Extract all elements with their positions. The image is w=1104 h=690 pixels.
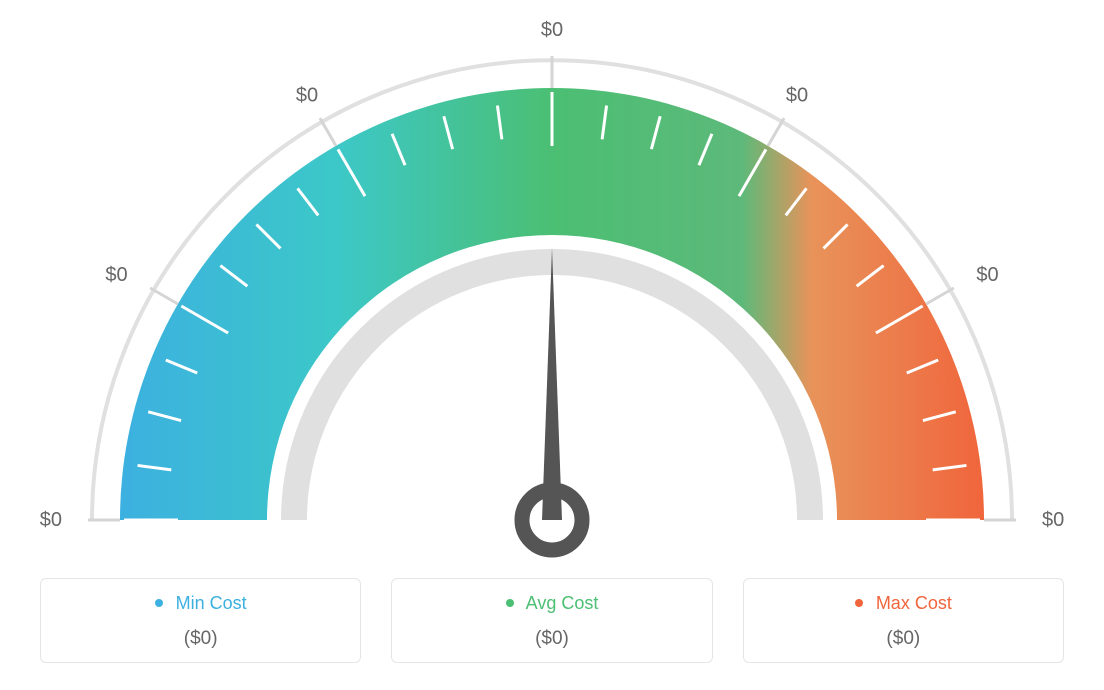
- legend-title-avg: Avg Cost: [410, 593, 693, 614]
- svg-text:$0: $0: [976, 264, 998, 286]
- svg-text:$0: $0: [105, 264, 127, 286]
- legend-label-min: Min Cost: [176, 593, 247, 613]
- legend-value-max: ($0): [762, 628, 1045, 650]
- svg-text:$0: $0: [541, 19, 563, 41]
- legend-title-max: Max Cost: [762, 593, 1045, 614]
- legend-card-avg: Avg Cost ($0): [391, 578, 712, 663]
- legend-value-min: ($0): [59, 628, 342, 650]
- legend-dot-max: [855, 599, 863, 607]
- svg-text:$0: $0: [786, 85, 808, 107]
- legend-card-min: Min Cost ($0): [40, 578, 361, 663]
- gauge-chart: $0 $0 $0 $0 $0 $0 $0: [0, 0, 1104, 560]
- svg-text:$0: $0: [1042, 509, 1064, 531]
- legend-value-avg: ($0): [410, 628, 693, 650]
- legend-card-max: Max Cost ($0): [743, 578, 1064, 663]
- cost-gauge-container: $0 $0 $0 $0 $0 $0 $0 Min Cost ($0) Avg Cost ($…: [0, 0, 1104, 690]
- legend-label-max: Max Cost: [876, 593, 952, 613]
- legend-dot-avg: [506, 599, 514, 607]
- legend-label-avg: Avg Cost: [526, 593, 599, 613]
- legend: Min Cost ($0) Avg Cost ($0) Max Cost ($0…: [0, 578, 1104, 663]
- legend-dot-min: [155, 599, 163, 607]
- svg-text:$0: $0: [296, 85, 318, 107]
- legend-title-min: Min Cost: [59, 593, 342, 614]
- svg-text:$0: $0: [40, 509, 62, 531]
